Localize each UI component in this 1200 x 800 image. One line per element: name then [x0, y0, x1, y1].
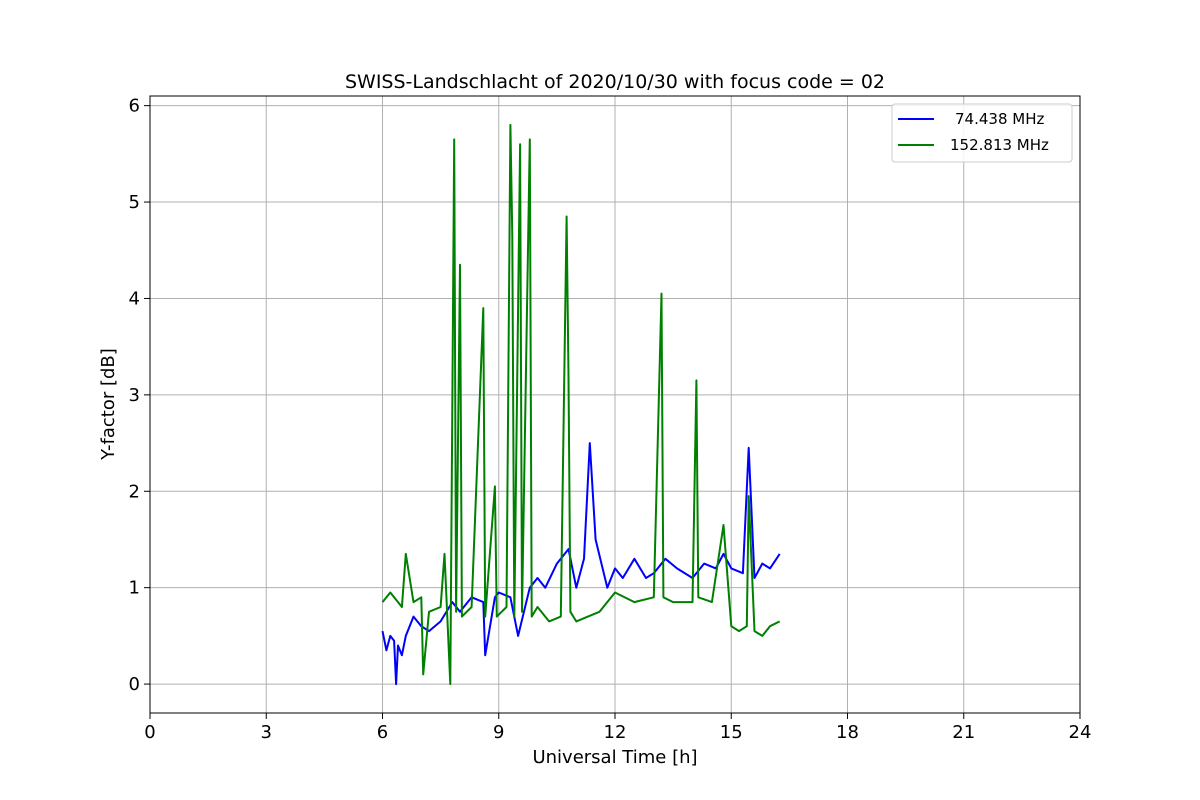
series-line-2	[381, 123, 781, 686]
legend-label-series-1: 74.438 MHz	[955, 110, 1044, 128]
x-tick-label: 24	[1069, 722, 1092, 743]
x-tick-label: 18	[836, 722, 859, 743]
x-tick-label: 15	[720, 722, 743, 743]
x-tick-label: 3	[261, 722, 272, 743]
x-axis-label: Universal Time [h]	[532, 747, 697, 768]
legend-label-series-2: 152.813 MHz	[950, 136, 1049, 154]
series-line-1	[381, 442, 781, 686]
legend-box	[891, 103, 1073, 163]
y-tick-label: 5	[129, 192, 140, 213]
y-tick-label: 1	[129, 578, 140, 599]
y-tick-label: 4	[129, 288, 140, 309]
chart-title: SWISS-Landschlacht of 2020/10/30 with fo…	[345, 71, 885, 93]
x-tick-label: 21	[952, 722, 975, 743]
x-tick-label: 12	[604, 722, 627, 743]
y-tick-label: 6	[129, 96, 140, 117]
plot-series	[381, 123, 781, 686]
y-axis-label: Y-factor [dB]	[98, 348, 119, 461]
y-tick-label: 0	[129, 674, 140, 695]
y-tick-label: 2	[129, 481, 140, 502]
x-tick-label: 9	[493, 722, 504, 743]
x-tick-label: 6	[377, 722, 388, 743]
x-tick-label: 0	[144, 722, 155, 743]
y-tick-label: 3	[129, 385, 140, 406]
legend: 74.438 MHz 152.813 MHz	[891, 103, 1073, 163]
